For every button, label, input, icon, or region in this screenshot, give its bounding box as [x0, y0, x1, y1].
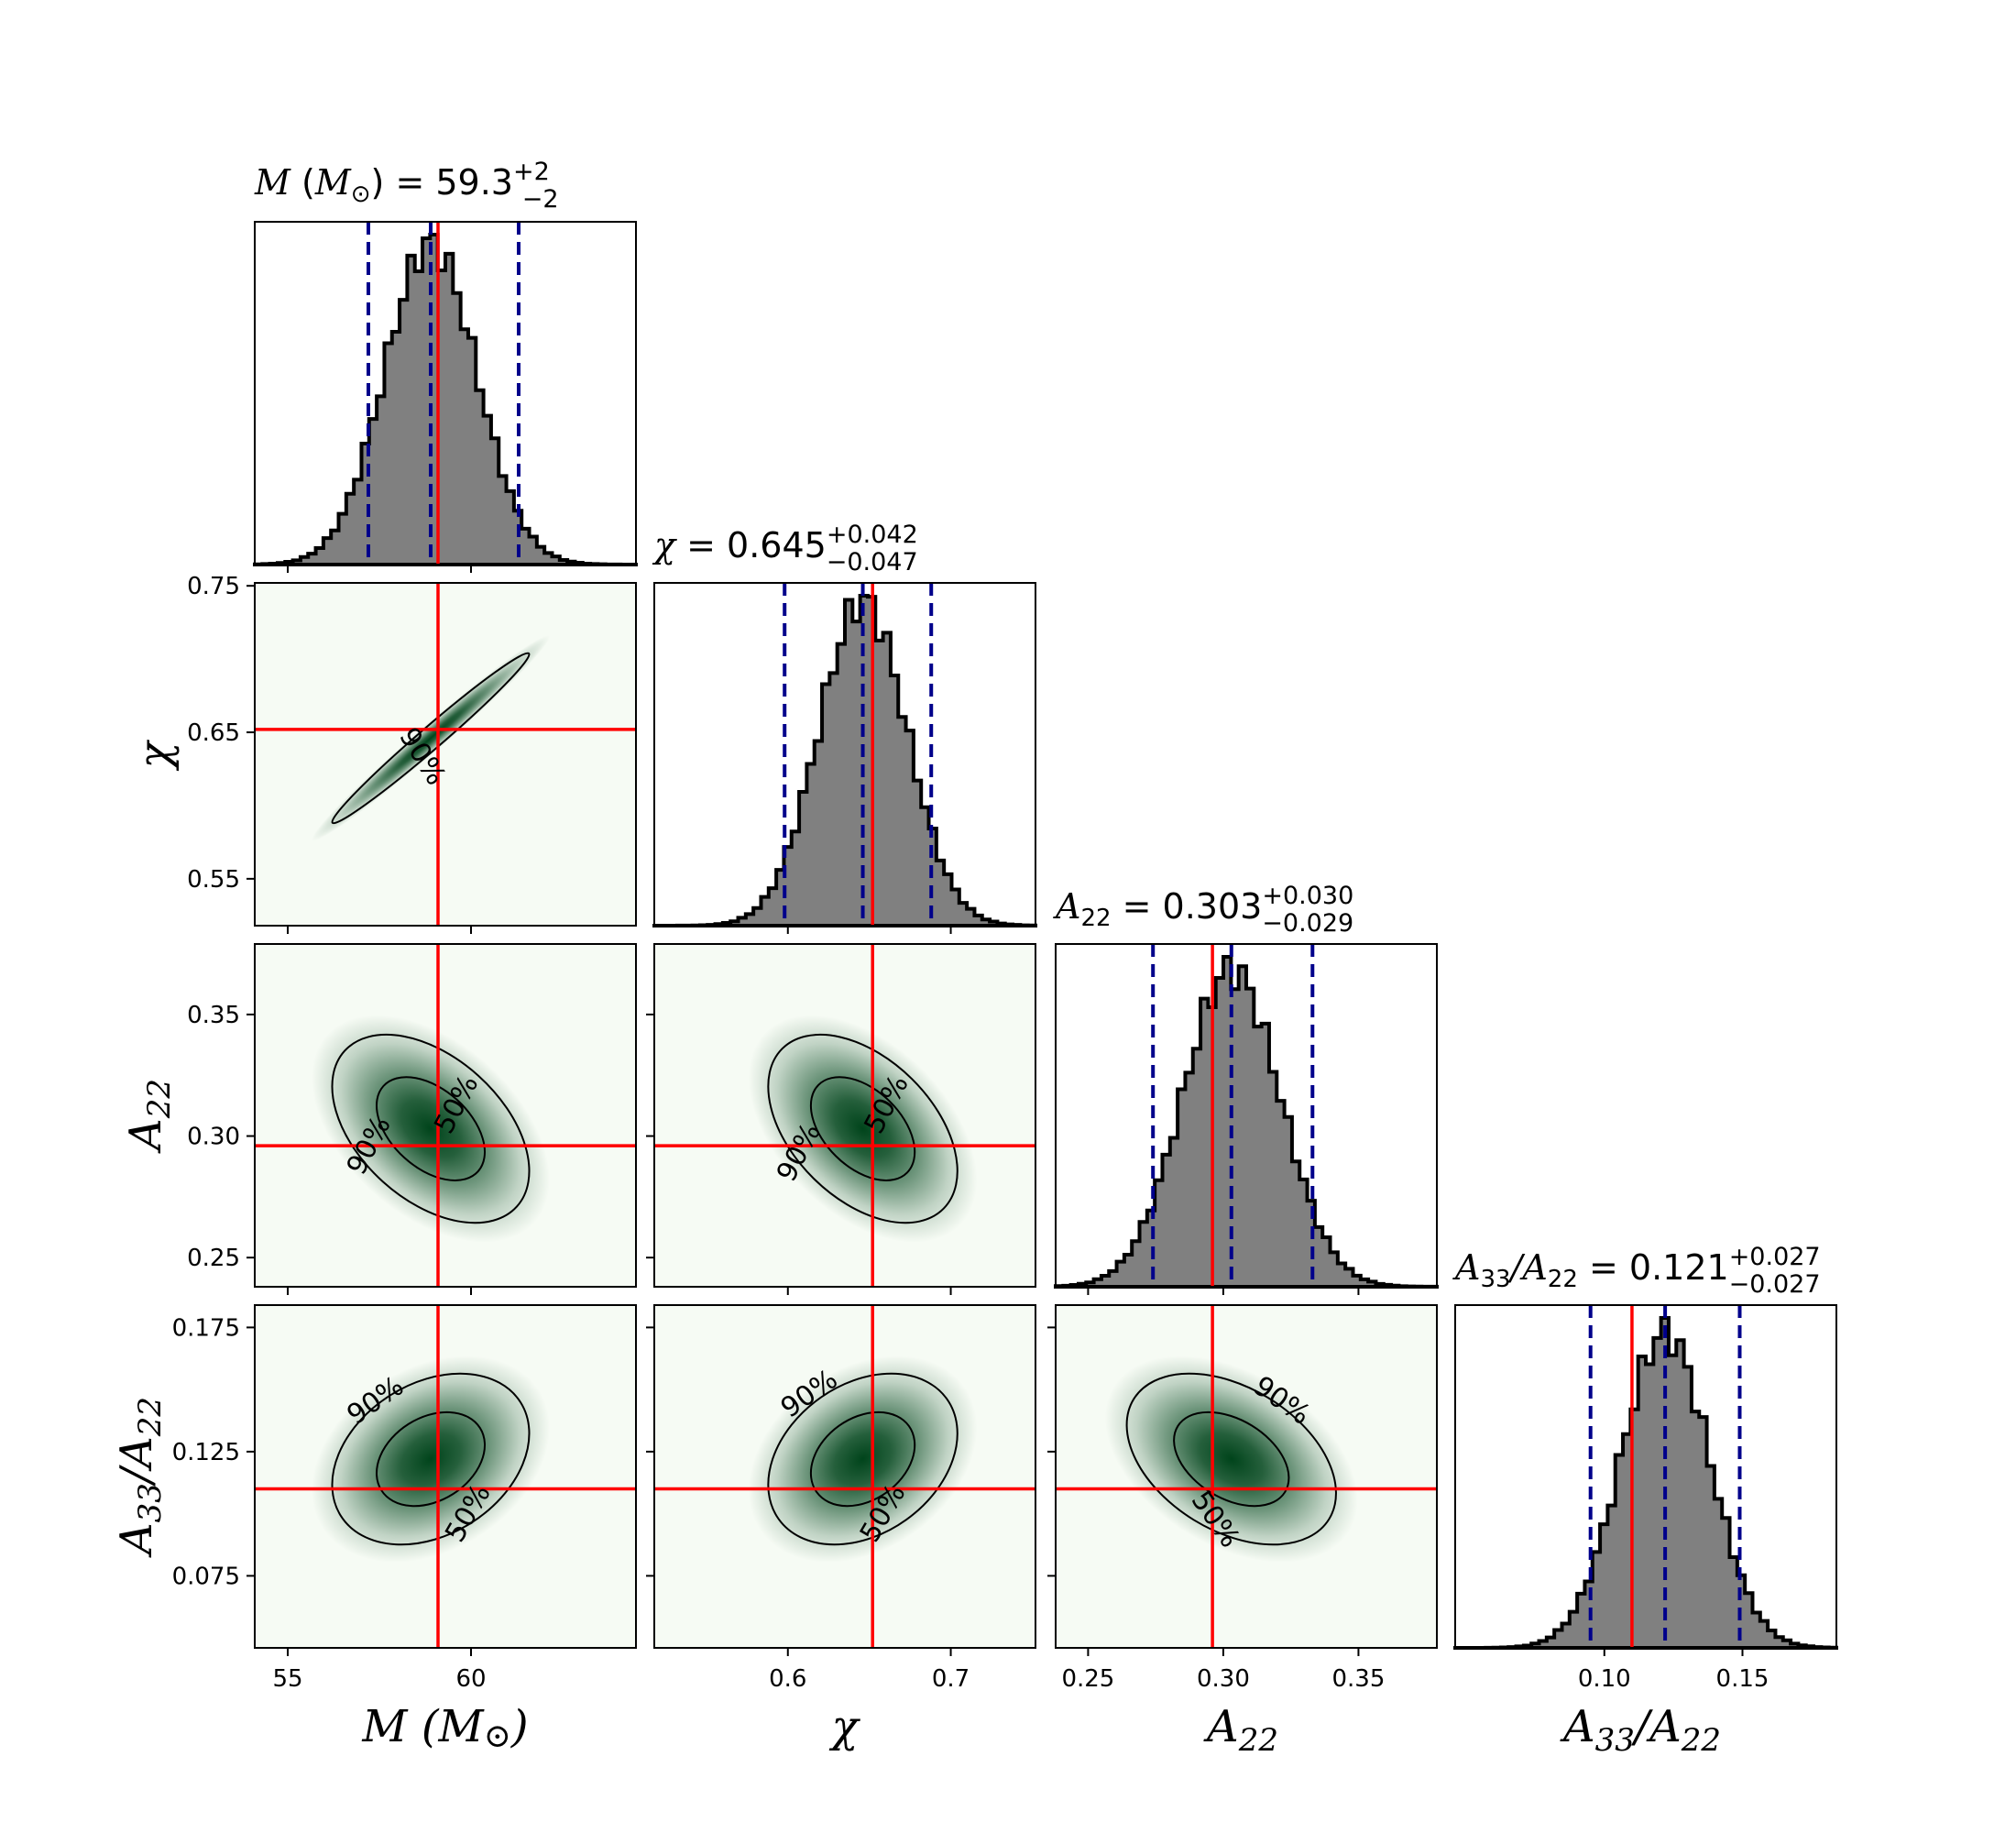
- density-panel-A33_A22-vs-M: 90%50%: [254, 1304, 637, 1649]
- x-axis-label-chi: χ: [828, 1701, 860, 1752]
- x-tick-label-chi: 0.6: [769, 1665, 806, 1693]
- y-axis-label-A22: A22: [120, 1079, 178, 1154]
- density-blob: [748, 1356, 978, 1563]
- title-A33A22: A33/A22 = 0.121+0.027 −0.027: [1452, 1243, 1821, 1299]
- density-blob: [312, 1015, 551, 1243]
- contour-90: [1125, 1372, 1337, 1546]
- contour-90: [767, 1372, 959, 1546]
- density-panel-A22-vs-M: 50%90%: [254, 943, 637, 1288]
- title-A22: A22 = 0.303+0.030 −0.029: [1053, 882, 1353, 938]
- density-panel-A33_A22-vs-chi: 90%50%: [653, 1304, 1036, 1649]
- density-panel-chi-vs-M: 90%: [254, 582, 637, 927]
- density-background: [255, 583, 636, 926]
- panels: 90%50%90%50%90%90%50%90%50%90%50%55 60 0.6…: [172, 221, 1838, 1693]
- y-tick-label-A22: 0.30: [187, 1124, 240, 1151]
- density-clipped: 50%90%: [255, 944, 636, 1287]
- x-tick-label-A33_A22: 0.15: [1716, 1665, 1769, 1693]
- histogram-bars-A22: [1054, 955, 1439, 1289]
- x-tick-label-A33_A22: 0.10: [1578, 1665, 1631, 1693]
- y-tick-label-chi: 0.55: [187, 866, 240, 894]
- x-axis-label-A33A22: A33/A22: [1560, 1701, 1721, 1759]
- panel-frame: [1055, 1304, 1438, 1649]
- panel-frame: [653, 943, 1036, 1288]
- x-tick-label-A22: 0.35: [1331, 1665, 1385, 1693]
- panel-frame: [254, 1304, 637, 1649]
- y-axis-label-A33A22: A33/A22: [111, 1397, 169, 1558]
- histogram-panel-A33_A22: [1453, 1304, 1838, 1650]
- density-clipped: 50%90%: [654, 944, 1035, 1287]
- y-tick-label-A33_A22: 0.125: [172, 1439, 240, 1466]
- density-clipped: 90%: [255, 583, 636, 926]
- panel-frame: [254, 943, 637, 1288]
- histogram-bars-A33_A22: [1453, 1316, 1838, 1650]
- contour-50: [809, 1076, 916, 1181]
- panel-frame-M: [254, 221, 637, 565]
- panel-frame-A33_A22: [1454, 1304, 1837, 1649]
- title-M: M (M⊙) = 59.3+2 −2: [254, 158, 559, 214]
- contour-90: [767, 1033, 959, 1224]
- x-tick-label-M: 60: [455, 1665, 486, 1693]
- y-tick-label-chi: 0.75: [187, 573, 240, 600]
- x-tick-label-A22: 0.25: [1061, 1665, 1114, 1693]
- density-blob: [312, 1356, 550, 1563]
- x-tick-label-A22: 0.30: [1197, 1665, 1250, 1693]
- y-axis-label-chi: χ: [129, 740, 181, 772]
- contour-50: [809, 1410, 916, 1508]
- y-tick-label-A22: 0.25: [187, 1245, 240, 1272]
- density-blob: [312, 635, 551, 841]
- density-clipped: 90%50%: [1056, 1305, 1437, 1648]
- contour-90: [331, 1033, 531, 1224]
- density-clipped: 90%50%: [654, 1305, 1035, 1648]
- histogram-panel-chi: [652, 582, 1037, 927]
- contour-90: [331, 1372, 531, 1546]
- density-blob: [1104, 1356, 1358, 1563]
- title-chi: χ = 0.645+0.042 −0.047: [652, 521, 918, 576]
- panel-frame-chi: [653, 582, 1036, 927]
- density-blob: [748, 1015, 978, 1243]
- histogram-panel-M: [253, 221, 638, 566]
- x-axis-label-A22: A22: [1203, 1701, 1278, 1759]
- density-panel-A22-vs-chi: 50%90%: [653, 943, 1036, 1288]
- y-tick-label-chi: 0.65: [187, 719, 240, 747]
- histogram-panel-A22: [1054, 943, 1439, 1289]
- panel-frame: [653, 1304, 1036, 1649]
- panel-frame: [254, 582, 637, 927]
- contour-50: [376, 1076, 487, 1181]
- x-tick-label-chi: 0.7: [932, 1665, 970, 1693]
- x-axis-label-M: M (M⊙): [361, 1701, 528, 1755]
- x-tick-label-M: 55: [272, 1665, 302, 1693]
- y-tick-label-A22: 0.35: [187, 1002, 240, 1029]
- y-tick-label-A33_A22: 0.075: [172, 1563, 240, 1590]
- histogram-bars-chi: [652, 594, 1037, 927]
- histogram-bars-M: [253, 233, 638, 566]
- density-panel-A33_A22-vs-A22: 90%50%: [1055, 1304, 1438, 1649]
- y-tick-label-A33_A22: 0.175: [172, 1314, 240, 1342]
- panel-frame-A22: [1055, 943, 1438, 1288]
